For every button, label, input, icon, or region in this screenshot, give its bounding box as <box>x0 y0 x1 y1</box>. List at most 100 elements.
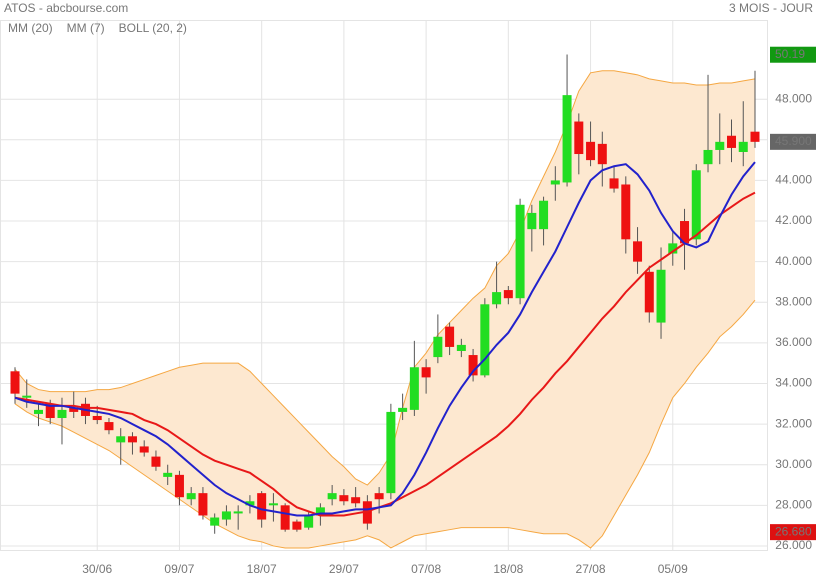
candle-body <box>57 409 67 419</box>
candle-body <box>386 411 396 494</box>
candle-body <box>221 511 231 520</box>
bollinger-upper <box>14 70 756 486</box>
candle-body <box>562 95 572 183</box>
candle-body <box>292 521 302 530</box>
candle-body <box>456 344 466 351</box>
candle-body <box>750 131 760 142</box>
candle-body <box>163 472 173 477</box>
candle-body <box>621 184 631 240</box>
candle-body <box>233 511 243 514</box>
candle-body <box>374 493 384 500</box>
candle-body <box>680 221 690 244</box>
price-marker-label: 50.19 <box>775 47 805 61</box>
candle-body <box>550 180 560 185</box>
x-tick-label: 29/07 <box>329 562 359 576</box>
y-tick-label: 34.000 <box>775 376 812 390</box>
candle-body <box>398 407 408 412</box>
candle-body <box>33 409 43 414</box>
candle-body <box>127 436 137 443</box>
price-marker <box>770 524 816 541</box>
y-tick-label: 30.000 <box>775 457 812 471</box>
candle-body <box>644 271 654 313</box>
candle-body <box>527 212 537 230</box>
candle-body <box>257 493 267 520</box>
candle-body <box>668 243 678 254</box>
candle-body <box>116 436 126 443</box>
candle-body <box>445 326 455 347</box>
y-tick-label: 38.000 <box>775 294 812 308</box>
candle-body <box>280 505 290 530</box>
price-marker-label: 45.900 <box>775 134 812 148</box>
candle-body <box>210 517 220 526</box>
candle-body <box>339 495 349 502</box>
x-tick-label: 18/08 <box>493 562 523 576</box>
candle-body <box>139 446 149 453</box>
candle-body <box>10 371 20 394</box>
candle-body <box>245 501 255 506</box>
chart-title: ATOS - abcbourse.com <box>4 1 128 15</box>
candle-body <box>151 456 161 467</box>
legend-label: MM (20) <box>8 21 53 35</box>
candle-body <box>656 269 666 323</box>
y-tick-label: 32.000 <box>775 416 812 430</box>
candle-body <box>174 474 184 498</box>
candle-body <box>738 141 748 152</box>
y-tick-label: 48.000 <box>775 91 812 105</box>
bollinger-band <box>15 70 755 548</box>
candle-body <box>574 121 584 155</box>
y-tick-label: 26.000 <box>775 538 812 552</box>
x-tick-label: 09/07 <box>164 562 194 576</box>
moving-average-line <box>14 161 756 517</box>
candle-body <box>586 141 596 161</box>
y-tick-label: 42.000 <box>775 213 812 227</box>
chart-subtitle: 3 MOIS - JOUR <box>729 1 813 15</box>
candle-body <box>22 395 32 398</box>
candle-body <box>503 290 513 299</box>
candle-body <box>515 204 525 299</box>
x-tick-label: 07/08 <box>411 562 441 576</box>
bollinger-lower <box>14 299 756 549</box>
price-marker <box>770 133 816 150</box>
x-tick-label: 05/09 <box>658 562 688 576</box>
candle-body <box>92 415 102 421</box>
candle-body <box>691 170 701 240</box>
candle-body <box>468 355 478 376</box>
candle-body <box>198 493 208 516</box>
x-tick-label: 30/06 <box>82 562 112 576</box>
candle-body <box>480 304 490 376</box>
x-tick-label: 18/07 <box>247 562 277 576</box>
candle-body <box>703 149 713 165</box>
candle-body <box>727 135 737 148</box>
candle-body <box>186 493 196 500</box>
price-marker-label: 26.680 <box>775 524 812 538</box>
candle-body <box>633 241 643 262</box>
candle-body <box>597 143 607 165</box>
candle-body <box>315 507 325 516</box>
y-tick-label: 28.000 <box>775 497 812 511</box>
candle-body <box>362 501 372 524</box>
candle-body <box>304 515 314 528</box>
moving-average-line <box>14 191 756 517</box>
candle-body <box>351 497 361 504</box>
candle-body <box>409 367 419 410</box>
plot-frame <box>0 20 768 551</box>
x-tick-label: 27/08 <box>576 562 606 576</box>
candle-body <box>69 407 79 412</box>
candle-body <box>715 141 725 150</box>
price-marker <box>770 46 816 63</box>
candle-body <box>421 367 431 378</box>
y-tick-label: 40.000 <box>775 254 812 268</box>
candle-body <box>104 422 114 431</box>
y-tick-label: 44.000 <box>775 173 812 187</box>
candle-body <box>539 200 549 230</box>
candle-body <box>45 403 55 419</box>
candle-body <box>609 178 619 189</box>
y-tick-label: 36.000 <box>775 335 812 349</box>
legend-label: BOLL (20, 2) <box>119 21 187 35</box>
candle-body <box>492 292 502 305</box>
candle-body <box>433 336 443 358</box>
legend-label: MM (7) <box>67 21 105 35</box>
candle-body <box>327 493 337 500</box>
